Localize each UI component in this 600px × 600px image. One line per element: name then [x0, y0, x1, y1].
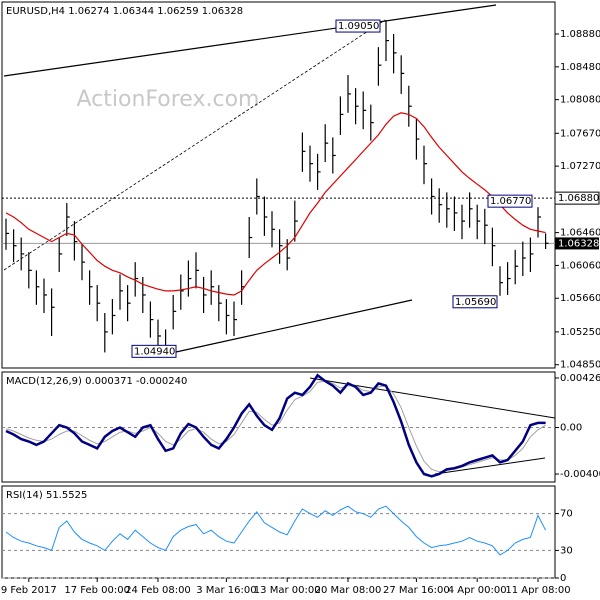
x-tick-label: 27 Mar 16:00: [383, 585, 450, 596]
price-annotation-box: [131, 344, 177, 358]
y-tick-label: 1.05250: [560, 327, 600, 338]
y-tick-label: 1.08080: [560, 95, 600, 106]
price-annotation-box: [487, 194, 533, 208]
y-tick-label: 1.04850: [560, 360, 600, 371]
indicator-line: [5, 373, 546, 478]
macd-panel: [1, 371, 556, 483]
y-tick-label: 1.08480: [560, 62, 600, 73]
x-tick-label: 13 Mar 00:00: [254, 585, 321, 596]
price-annotation: 1.04940: [134, 346, 175, 357]
y-tick-label: 30: [560, 545, 573, 556]
trend-line: [3, 4, 497, 77]
indicator-line: [5, 380, 546, 473]
y-tick-label: 0.00: [560, 423, 582, 434]
x-tick-label: 3 Mar 16:00: [196, 585, 256, 596]
y-tick-label: 0: [560, 573, 566, 584]
y-tick-label: 1.08880: [560, 29, 600, 40]
y-tick-label: -0.004004: [560, 469, 600, 480]
y-tick-label: 1.05660: [560, 293, 600, 304]
y-tick-label: 1.07670: [560, 128, 600, 139]
trend-line: [434, 457, 546, 475]
panel-title: EURUSD,H4 1.06274 1.06344 1.06259 1.0632…: [6, 6, 243, 17]
price-annotation: 1.06770: [490, 196, 531, 207]
x-tick-label: 20 Mar 08:00: [315, 585, 382, 596]
price-annotation-box: [335, 19, 381, 33]
watermark: ActionForex.com: [77, 87, 260, 112]
x-tick-label: 24 Feb 08:00: [125, 585, 191, 596]
y-tick-label: 1.06460: [560, 228, 600, 239]
price-annotation: 1.05690: [455, 297, 496, 308]
x-tick-label: 9 Feb 2017: [1, 585, 57, 596]
y-tick-label: 1.07270: [560, 161, 600, 172]
indicator-line: [5, 505, 547, 556]
y-tick-label: 0.004266: [560, 373, 600, 384]
moving-average: [5, 112, 546, 296]
last-price-box: [555, 237, 599, 250]
panel-title: RSI(14) 51.5525: [6, 490, 87, 501]
x-tick-label: 17 Feb 00:00: [64, 585, 130, 596]
trend-line: [3, 19, 386, 271]
x-tick-label: 4 Apr 00:00: [448, 585, 507, 596]
level-label: 1.06880: [558, 193, 599, 204]
price-panel: [1, 1, 556, 369]
last-price-label: 1.06328: [558, 238, 599, 249]
panel-title: MACD(12,26,9) 0.000371 -0.000240: [6, 376, 187, 387]
level-label-box: [554, 191, 600, 205]
price-annotation-box: [452, 295, 498, 309]
y-tick-label: 70: [560, 509, 573, 520]
price-annotation: 1.09050: [338, 21, 379, 32]
trend-line: [175, 299, 413, 353]
y-tick-label: 1.06060: [560, 260, 600, 271]
x-tick-label: 11 Apr 08:00: [505, 585, 570, 596]
